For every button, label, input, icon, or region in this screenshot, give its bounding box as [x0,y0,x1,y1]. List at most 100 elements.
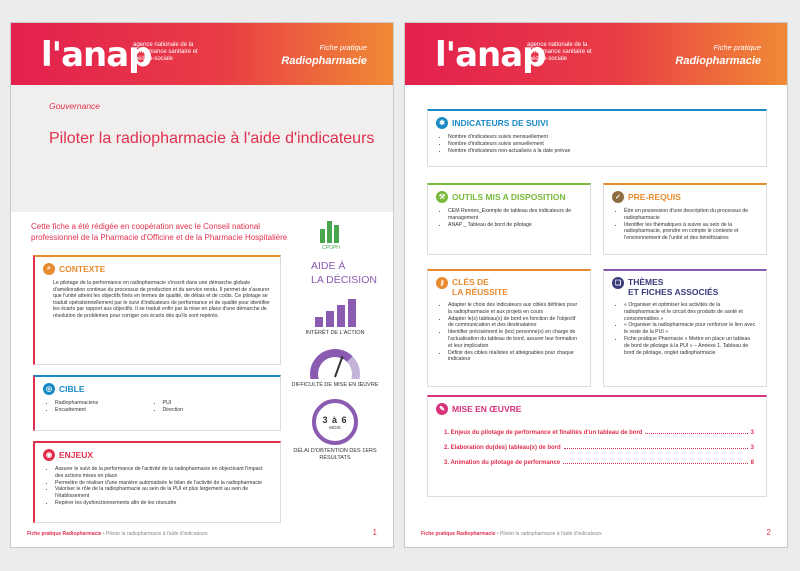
cible-list: Radiopharmaciens PUI Encadrement Directi… [35,398,280,416]
enjeux-heading: ◉ ENJEUX [35,443,280,464]
cles-box: ⚷ CLÉS DE LA RÉUSSITE Adapter le choix d… [427,269,591,387]
list-item: Définir des cibles réalistes et atteigna… [448,350,580,364]
aide-title-line-2: LA DÉCISION [311,274,377,286]
toc-page: 3 [750,445,754,451]
indicateurs-list: Nombre d'indicateurs suivis mensuellemen… [428,132,766,156]
header-banner: l'anap agence nationale de la performanc… [405,23,787,85]
check-icon: ✓ [612,191,624,203]
toc-label: 1. Enjeux du pilotage de performance et … [444,430,643,436]
page-number: 1 [372,528,377,537]
themes-box: ❏ THÈMES ET FICHES ASSOCIÉS « Organiser … [603,269,767,387]
delai-label: DÉLAI D'OBTENTION DES 1ERS RÉSULTATS [293,448,377,461]
list-item: Encadrement [55,407,163,414]
cles-title-line-2: LA RÉUSSITE [452,287,508,297]
contexte-text: Le pilotage de la performance en radioph… [53,280,270,319]
footer-title: • Piloter la radiopharmacie à l'aide d'i… [495,531,602,537]
interet-label: INTÉRÊT DE L'ACTION [305,330,365,336]
toc-page: 8 [750,460,754,466]
outils-heading: ⚒ OUTILS MIS A DISPOSITION [428,185,590,206]
cible-title: CIBLE [59,384,85,394]
list-item: Fiche pratique Pharmacie « Mettre en pla… [624,336,756,356]
anap-logo: l'anap [41,35,152,75]
indicateurs-heading: ✱ INDICATEURS DE SUIVI [428,111,766,132]
footer-prefix: Fiche pratique Radiopharmacie [27,531,102,537]
tools-icon: ⚒ [436,191,448,203]
themes-list: « Organiser et optimiser les activités d… [604,300,766,358]
toc: 1. Enjeux du pilotage de performance et … [428,418,766,479]
footer: Fiche pratique Radiopharmacie • Piloter … [27,531,208,537]
fiche-label: Fiche pratique [319,43,367,52]
cpoph-mark [318,217,344,243]
prerequis-title: PRE-REQUIS [628,192,681,202]
outils-title: OUTILS MIS A DISPOSITION [452,192,566,202]
list-item: PUI [163,400,271,407]
list-item: Valoriser le rôle de la radiopharmacie a… [55,486,270,500]
enjeux-box: ◉ ENJEUX Assurer le suivi de la performa… [33,441,281,523]
footer-prefix: Fiche pratique Radiopharmacie [421,531,496,537]
toc-label: 3. Animation du pilotage de performance [444,460,561,466]
list-item: Adapter le(s) tableau(x) de bord en fonc… [448,316,580,330]
title-block: Gouvernance Piloter la radiopharmacie à … [11,85,393,212]
mise-title: MISE EN ŒUVRE [452,404,522,414]
anap-logo: l'anap [435,35,546,75]
list-item: Assurer le suivi de la performance de l'… [55,466,270,480]
book-icon: ❏ [612,277,624,289]
list-item: Identifier les thématiques à suivre au s… [624,222,756,242]
cles-list: Adapter le choix des indicateurs aux cib… [428,300,590,365]
list-item: « Organiser et optimiser les activités d… [624,302,756,322]
cooperation-note: Cette fiche a été rédigée en coopération… [31,222,288,242]
page-title: Piloter la radiopharmacie à l'aide d'ind… [49,130,375,147]
list-item: Nombre d'indicateurs non-actualisés à la… [448,148,756,155]
contexte-box: ⌕ CONTEXTE Le pilotage de la performance… [33,255,281,365]
key-icon: ⚷ [436,277,448,289]
contexte-heading: ⌕ CONTEXTE [35,257,280,278]
cible-heading: ◎ CIBLE [35,377,280,398]
cpoph-label: CPOPH [322,245,340,251]
bar-chart-icon [287,297,383,327]
contexte-title: CONTEXTE [59,264,106,274]
cles-heading: ⚷ CLÉS DE LA RÉUSSITE [428,271,590,300]
prerequis-list: Être en possession d'une description du … [604,206,766,244]
cpoph-logo: CPOPH [311,217,351,251]
toc-item[interactable]: 3. Animation du pilotage de performance … [444,460,754,466]
mise-en-oeuvre-box: ✎ MISE EN ŒUVRE 1. Enjeux du pilotage de… [427,395,767,497]
indicateurs-title: INDICATEURS DE SUIVI [452,118,549,128]
fiche-label: Fiche pratique [713,43,761,52]
fiche-title: Radiopharmacie [281,55,367,67]
mise-heading: ✎ MISE EN ŒUVRE [428,397,766,418]
list-item: Identifier précisément le (les) personne… [448,329,580,349]
bullseye-icon: ◉ [43,449,55,461]
page-2: l'anap agence nationale de la performanc… [404,22,788,548]
header-banner: l'anap agence nationale de la performanc… [11,23,393,85]
list-item: Direction [163,407,271,414]
footer-title: • Piloter la radiopharmacie à l'aide d'i… [101,531,208,537]
logo-subtitle: agence nationale de la performance sanit… [527,42,592,62]
themes-title: THÈMES ET FICHES ASSOCIÉS [628,277,718,297]
aide-title-line-1: AIDE À [311,260,346,272]
page-1: l'anap agence nationale de la performanc… [10,22,394,548]
fiche-title: Radiopharmacie [675,55,761,67]
list-item: Repérer les dysfonctionnements afin de l… [55,500,270,507]
enjeux-title: ENJEUX [59,450,94,460]
cles-title-line-1: CLÉS DE [452,277,489,287]
toc-label: 2. Elaboration du(des) tableau(x) de bor… [444,445,561,451]
toc-item[interactable]: 1. Enjeux du pilotage de performance et … [444,430,754,436]
difficulte-label: DIFFICULTÉ DE MISE EN ŒUVRE [291,382,379,388]
list-item: Être en possession d'une description du … [624,208,756,222]
gear-icon: ✱ [436,117,448,129]
gauge-icon [310,349,360,379]
themes-heading: ❏ THÈMES ET FICHES ASSOCIÉS [604,271,766,300]
prerequis-heading: ✓ PRE-REQUIS [604,185,766,206]
list-item: ANAP _ Tableau de bord de pilotage [448,222,580,229]
cible-box: ◎ CIBLE Radiopharmaciens PUI Encadrement… [33,375,281,431]
themes-title-line-1: THÈMES [628,277,664,287]
timer-value: 3 à 6 [322,414,348,425]
outils-box: ⚒ OUTILS MIS A DISPOSITION CEM Rennes_Ex… [427,183,591,255]
cles-title: CLÉS DE LA RÉUSSITE [452,277,508,297]
list-item: Radiopharmaciens [55,400,163,407]
toc-item[interactable]: 2. Elaboration du(des) tableau(x) de bor… [444,445,754,451]
aide-decision-panel: AIDE À LA DÉCISION INTÉRÊT DE L'ACTION D… [287,259,383,462]
list-item: Adapter le choix des indicateurs aux cib… [448,302,580,316]
enjeux-list: Assurer le suivi de la performance de l'… [35,464,280,509]
target-icon: ◎ [43,383,55,395]
